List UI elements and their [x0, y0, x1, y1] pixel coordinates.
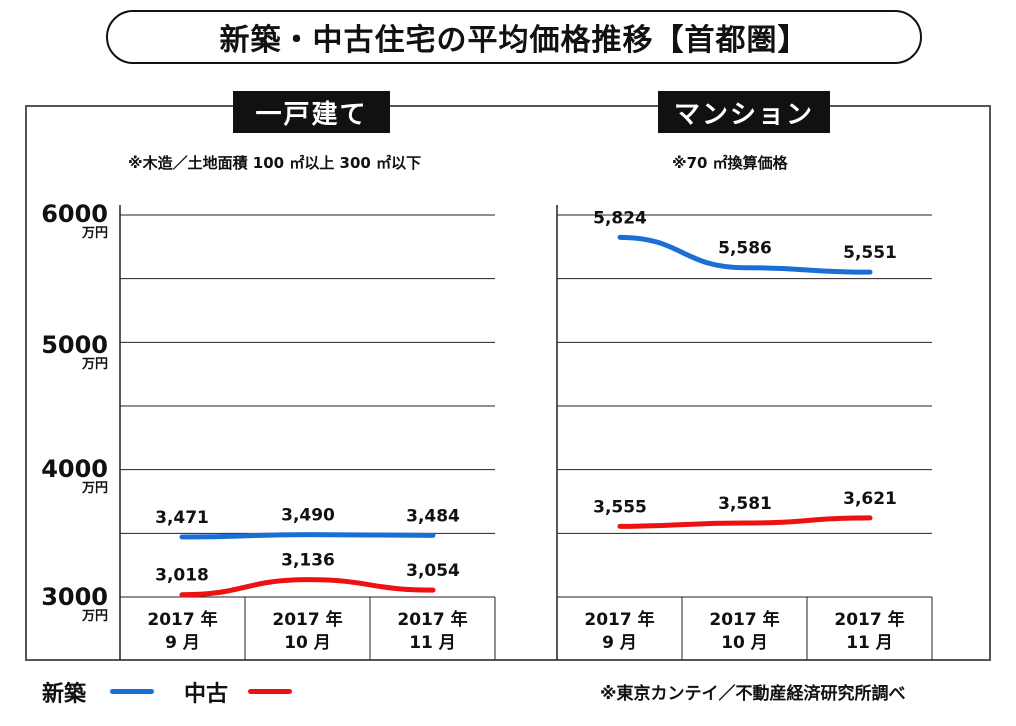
- data-label: 3,490: [281, 506, 335, 526]
- x-tick-label-month: 9 月: [165, 633, 200, 653]
- y-axis-label-6000: 6000 万円: [40, 202, 108, 242]
- y-tick-value: 4000: [41, 455, 108, 483]
- y-tick-unit: 万円: [81, 357, 108, 372]
- x-tick-label-year: 2017 年: [147, 609, 217, 630]
- panel-title-house: 一戸建て: [233, 91, 390, 133]
- series-line-new: [617, 234, 873, 275]
- legend-line-used: [248, 689, 292, 694]
- data-label: 3,484: [406, 506, 460, 526]
- x-tick-label-month: 9 月: [602, 633, 637, 653]
- x-tick-label-month: 10 月: [721, 633, 768, 653]
- x-tick-label-year: 2017 年: [272, 609, 342, 630]
- data-label: 3,018: [155, 566, 209, 586]
- y-tick-unit: 万円: [81, 226, 108, 241]
- y-tick-unit: 万円: [81, 481, 108, 496]
- y-tick-unit: 万円: [81, 609, 108, 624]
- y-tick-value: 6000: [41, 200, 108, 228]
- y-tick-value: 5000: [41, 331, 108, 359]
- data-label: 3,054: [406, 561, 460, 581]
- chart-frame: [25, 105, 991, 661]
- y-axis-label-4000: 4000 万円: [40, 457, 108, 497]
- x-tick-label-year: 2017 年: [397, 609, 467, 630]
- legend-label-new: 新築: [42, 682, 87, 707]
- series-line-new: [179, 532, 436, 540]
- series-line-used: [179, 577, 436, 598]
- data-label: 3,555: [593, 497, 647, 517]
- panel-title-mansion: マンション: [658, 91, 830, 133]
- y-axis-label-3000: 3000 万円: [40, 585, 108, 625]
- chart-title: 新築・中古住宅の平均価格推移【首都圏】: [106, 10, 922, 64]
- data-label: 5,824: [593, 208, 647, 228]
- y-tick-value: 3000: [41, 583, 108, 611]
- source-note: ※東京カンテイ／不動産経済研究所調べ: [600, 684, 906, 704]
- y-axis-label-5000: 5000 万円: [40, 333, 108, 373]
- legend-label-used: 中古: [184, 682, 229, 707]
- data-label: 3,581: [718, 494, 772, 514]
- x-tick-label-month: 11 月: [409, 633, 456, 653]
- panel-note-house: ※木造／土地面積 100 ㎡以上 300 ㎡以下: [128, 154, 422, 172]
- data-label: 5,586: [718, 239, 772, 259]
- x-tick-label-month: 10 月: [284, 633, 331, 653]
- data-label: 3,621: [843, 489, 897, 509]
- data-label: 5,551: [843, 243, 897, 263]
- panel-note-mansion: ※70 ㎡換算価格: [672, 154, 788, 172]
- data-label: 3,471: [155, 508, 209, 528]
- x-tick-label-month: 11 月: [846, 633, 893, 653]
- legend-line-new: [110, 689, 154, 694]
- x-tick-label-year: 2017 年: [709, 609, 779, 630]
- data-label: 3,136: [281, 551, 335, 571]
- x-tick-label-year: 2017 年: [834, 609, 904, 630]
- series-line-used: [617, 515, 873, 529]
- x-tick-label-year: 2017 年: [584, 609, 654, 630]
